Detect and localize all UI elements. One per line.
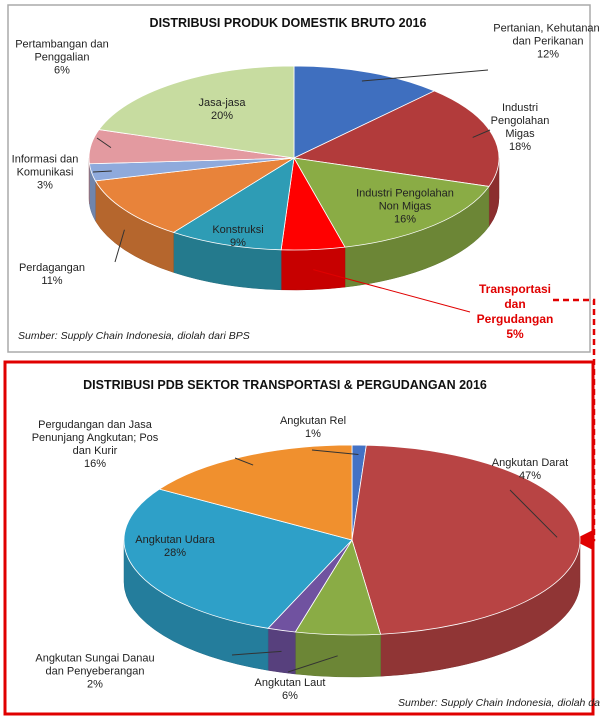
slice-label: Pergudangan dan Jasa Penunjang Angkutan;… (25, 419, 165, 471)
category-label: Pertambangan dan Penggalian (15, 38, 109, 64)
leader-line (311, 449, 359, 456)
category-label: Pergudangan dan Jasa Penunjang Angkutan;… (31, 419, 159, 457)
slice-label: Pertanian, Kehutanan, dan Perikanan 12% (493, 23, 600, 62)
value-label: 47% (518, 470, 542, 482)
slice-label: Pertambangan dan Penggalian 6% (2, 39, 122, 78)
value-label: 20% (210, 110, 234, 122)
value-label: 2% (87, 678, 103, 691)
category-label: Informasi dan Komunikasi (11, 153, 79, 179)
category-label: Angkutan Rel (279, 415, 347, 427)
slice (172, 157, 295, 251)
category-label: Angkutan Udara (135, 534, 215, 546)
source-note: Sumber: Supply Chain Indonesia, diolah d… (18, 330, 250, 342)
source-note: Sumber: Supply Chain Indonesia, diolah d… (398, 697, 600, 709)
leader-line (509, 489, 558, 538)
chart-title: DISTRIBUSI PDB SEKTOR TRANSPORTASI & PER… (83, 378, 487, 392)
category-label: Transportasi dan Pergudangan (476, 282, 554, 326)
leader-line (96, 137, 112, 149)
slice (123, 488, 353, 629)
slice-label: Angkutan Udara 28% (130, 534, 220, 560)
leader-line (114, 229, 125, 263)
leader-line (287, 655, 338, 673)
leader-line (92, 170, 112, 173)
value-label: 1% (305, 428, 321, 440)
chart-title: DISTRIBUSI PRODUK DOMESTIK BRUTO 2016 (149, 16, 427, 30)
value-label: 11% (41, 275, 63, 287)
slice-label: Jasa-jasa 20% (187, 97, 257, 123)
slice (351, 444, 581, 635)
slice (293, 65, 436, 159)
slice-label: Perdagangan 11% (7, 262, 97, 288)
slice (98, 65, 295, 159)
leader-line (234, 457, 254, 466)
leader-line (472, 129, 491, 138)
slice-label: Angkutan Laut 6% (250, 677, 330, 703)
connector-arrow (553, 298, 596, 550)
slice-label: Angkutan Rel 1% (268, 415, 358, 441)
slice-label: Industri Pengolahan Migas 18% (475, 102, 565, 154)
leader-line (313, 269, 471, 313)
value-label: 5% (506, 327, 524, 341)
category-label: Angkutan Darat (491, 457, 569, 469)
value-label: 3% (37, 179, 53, 192)
slice-side (280, 246, 346, 291)
slice-side (295, 631, 381, 678)
slice (158, 444, 353, 541)
value-label: 12% (536, 48, 560, 61)
slice-side (267, 628, 296, 675)
slice-label: Konstruksi 9% (198, 224, 278, 250)
slice (292, 90, 500, 187)
category-label: Industri Pengolahan Migas (490, 102, 550, 140)
slice-label: Informasi dan Komunikasi 3% (0, 154, 90, 193)
slice-label: Angkutan Sungai Danau dan Penyeberangan 2… (35, 653, 155, 692)
value-label: 16% (393, 213, 417, 226)
category-label: Jasa-jasa (198, 97, 246, 109)
category-label: Pertanian, Kehutanan, dan Perikanan (493, 22, 600, 48)
slice-label: Angkutan Darat 47% (480, 457, 580, 483)
category-label: Perdagangan (18, 262, 86, 274)
leader-line (361, 69, 489, 82)
value-label: 16% (83, 458, 107, 470)
category-label: Konstruksi (212, 224, 264, 236)
value-label: 6% (54, 64, 70, 77)
category-label: Angkutan Laut (254, 677, 326, 689)
value-label: 18% (508, 141, 532, 153)
leader-line (231, 650, 282, 656)
category-label: Industri Pengolahan Non Migas (356, 187, 454, 213)
slice-label: Transportasi dan Pergudangan 5% (470, 282, 560, 342)
slice (293, 157, 490, 248)
slice (94, 157, 295, 233)
value-label: 6% (282, 690, 298, 702)
slice-label: Industri Pengolahan Non Migas 16% (350, 188, 460, 227)
value-label: 9% (230, 237, 246, 249)
value-label: 28% (163, 547, 187, 559)
category-label: Angkutan Sungai Danau dan Penyeberangan (35, 652, 155, 678)
